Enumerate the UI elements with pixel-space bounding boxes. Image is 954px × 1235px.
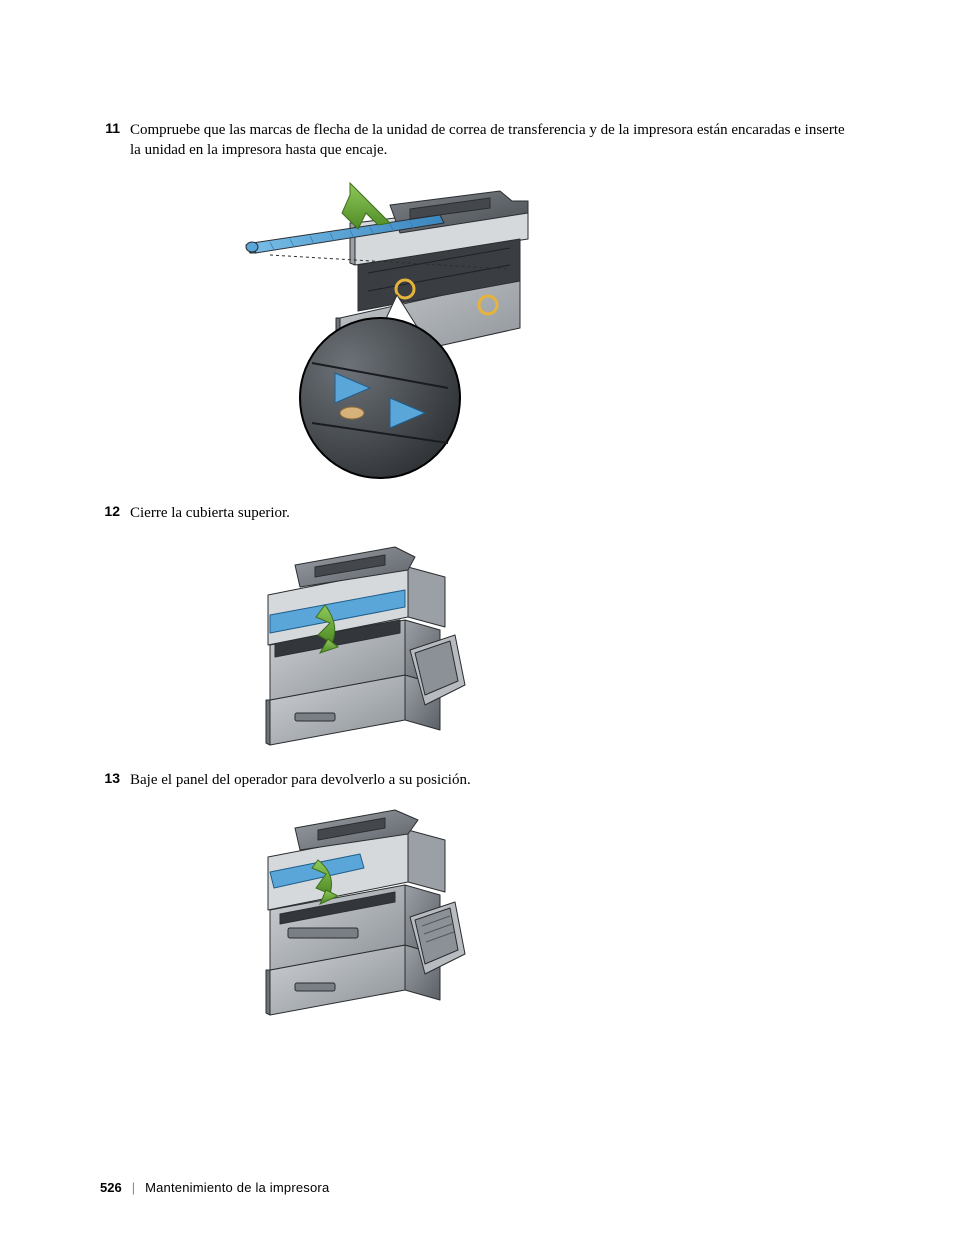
step-12: 12 Cierre la cubierta superior. xyxy=(100,503,854,523)
page-number: 526 xyxy=(100,1180,122,1195)
figure-12 xyxy=(240,535,854,750)
step-text: Cierre la cubierta superior. xyxy=(130,503,854,523)
printer-insert-belt-illustration xyxy=(240,173,540,483)
figure-11 xyxy=(240,173,854,483)
footer-section-title: Mantenimiento de la impresora xyxy=(145,1180,329,1195)
printer-lower-panel-illustration xyxy=(240,802,475,1022)
printer-close-cover-illustration xyxy=(240,535,475,750)
step-number: 13 xyxy=(100,770,130,786)
step-number: 11 xyxy=(100,120,130,136)
step-number: 12 xyxy=(100,503,130,519)
step-13: 13 Baje el panel del operador para devol… xyxy=(100,770,854,790)
step-11: 11 Compruebe que las marcas de flecha de… xyxy=(100,120,854,161)
figure-13 xyxy=(240,802,854,1022)
step-text: Compruebe que las marcas de flecha de la… xyxy=(130,120,854,161)
page-footer: 526 | Mantenimiento de la impresora xyxy=(100,1180,329,1195)
footer-separator: | xyxy=(132,1180,135,1195)
step-text: Baje el panel del operador para devolver… xyxy=(130,770,854,790)
